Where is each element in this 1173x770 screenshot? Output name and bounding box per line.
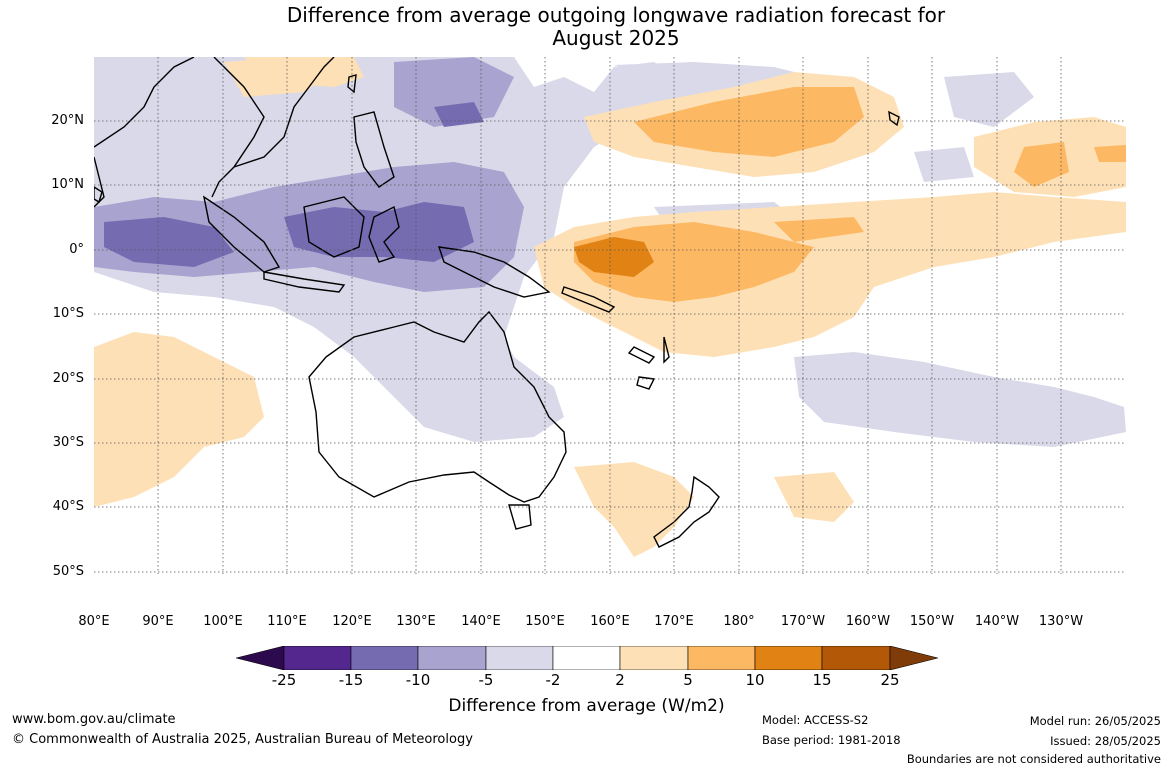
- negative-anomaly-regions: [94, 57, 1126, 447]
- colorbar-cell-15-10: [350, 646, 419, 670]
- colorbar-cell-25-15: [283, 646, 352, 670]
- lon-label-180: 180°: [723, 614, 755, 629]
- anomaly-region-pos-5-10: [774, 217, 864, 242]
- anomaly-region-neg-2-5: [794, 352, 1126, 447]
- solomon-islands-coastline: [561, 286, 616, 313]
- anomaly-region-neg-2-5: [914, 147, 974, 182]
- copyright-notice: © Commonwealth of Australia 2025, Austra…: [12, 732, 473, 747]
- anomaly-region-pos-2-5: [244, 57, 364, 87]
- asia-coastline: [94, 57, 335, 198]
- issued-date: Issued: 28/05/2025: [1050, 734, 1161, 748]
- colorbar-tick-minus-2: -2: [545, 671, 561, 689]
- lon-label-130e: 130°E: [396, 614, 436, 629]
- colorbar-cell-2-5: [619, 646, 689, 670]
- base-period: Base period: 1981-2018: [762, 733, 901, 747]
- colorbar-cell-above-25: [889, 646, 938, 670]
- colorbar-tick-minus-5: -5: [478, 671, 494, 689]
- boundaries-disclaimer: Boundaries are not considered authoritat…: [906, 752, 1161, 766]
- lon-label-80e: 80°E: [78, 614, 110, 629]
- anomaly-region-pos-2-5: [574, 462, 694, 557]
- lat-label-50s: 50°S: [52, 564, 84, 579]
- website-link[interactable]: www.bom.gov.au/climate: [12, 712, 176, 727]
- anomaly-region-pos-2-5: [774, 472, 854, 522]
- hawaii-coastline: [888, 110, 900, 127]
- lon-label-150w: 150°W: [909, 614, 955, 629]
- title-line-2: August 2025: [552, 26, 680, 50]
- anomaly-region-neg-10-15: [284, 202, 474, 262]
- lon-label-160e: 160°E: [590, 614, 630, 629]
- lon-label-150e: 150°E: [525, 614, 565, 629]
- map-canvas: [94, 57, 1126, 574]
- tasmania-coastline: [508, 504, 532, 530]
- colorbar-cell-10-5: [417, 646, 487, 670]
- colorbar-cell-10-15: [754, 646, 823, 670]
- lon-label-130w: 130°W: [1038, 614, 1084, 629]
- lon-label-140w: 140°W: [974, 614, 1020, 629]
- india-coastline: [94, 156, 105, 208]
- lon-label-100e: 100°E: [203, 614, 243, 629]
- lat-label-equator: 0°: [69, 242, 84, 257]
- anomaly-region-pos-5-10: [1094, 145, 1126, 162]
- lon-label-160w: 160°W: [845, 614, 891, 629]
- colorbar-cell-2-2: [552, 646, 621, 670]
- anomaly-region-neg-10-15: [104, 217, 234, 267]
- borneo-coastline: [303, 196, 365, 258]
- lat-label-10n: 10°N: [51, 177, 84, 192]
- sulawesi-coastline: [368, 205, 400, 263]
- anomaly-region-pos-2-5: [94, 332, 264, 507]
- lat-label-20n: 20°N: [51, 113, 84, 128]
- coastlines: [94, 57, 900, 548]
- model-name: Model: ACCESS-S2: [762, 713, 869, 727]
- graticule: [94, 57, 1126, 574]
- anomaly-region-neg-2-5: [944, 72, 1034, 127]
- colorbar-tick-2: 2: [615, 671, 625, 689]
- colorbar-tick-minus-25: -25: [271, 671, 297, 689]
- lon-label-90e: 90°E: [142, 614, 174, 629]
- lat-label-10s: 10°S: [52, 306, 84, 321]
- taiwan-coastline: [347, 74, 357, 94]
- lat-label-30s: 30°S: [52, 435, 84, 450]
- colorbar-cell-5-10: [687, 646, 756, 670]
- colorbar-cell-5-2: [485, 646, 554, 670]
- colorbar-tick-minus-10: -10: [405, 671, 431, 689]
- lon-label-120e: 120°E: [332, 614, 372, 629]
- anomaly-region-pos-5-10: [1014, 142, 1069, 187]
- australia-coastline: [308, 310, 567, 503]
- sumatra-coastline: [202, 195, 281, 273]
- lon-label-170e: 170°E: [654, 614, 694, 629]
- colorbar: [236, 646, 938, 670]
- new-guinea-coastline: [437, 246, 551, 298]
- lon-label-170w: 170°W: [780, 614, 826, 629]
- sri-lanka-coastline: [94, 186, 103, 204]
- colorbar-tick-25: 25: [880, 671, 900, 689]
- lat-label-20s: 20°S: [52, 371, 84, 386]
- lon-label-140e: 140°E: [461, 614, 501, 629]
- anomaly-region-neg-5-10: [394, 57, 514, 127]
- lon-label-110e: 110°E: [267, 614, 307, 629]
- lat-label-40s: 40°S: [52, 499, 84, 514]
- title-line-1: Difference from average outgoing longwav…: [286, 3, 946, 27]
- colorbar-label: Difference from average (W/m2): [448, 696, 725, 716]
- colorbar-cell-15-25: [821, 646, 891, 670]
- olr-anomaly-map: [94, 57, 1126, 574]
- anomaly-region-pos-10-15: [574, 237, 654, 277]
- java-coastline: [263, 271, 346, 293]
- colorbar-tick-15: 15: [812, 671, 832, 689]
- model-run-date: Model run: 26/05/2025: [1029, 714, 1161, 728]
- philippines-coastline: [353, 111, 395, 188]
- colorbar-tick-minus-15: -15: [338, 671, 364, 689]
- positive-anomaly-regions: [94, 57, 1126, 557]
- map-title: Difference from average outgoing longwav…: [0, 4, 1173, 50]
- vanuatu-coastline: [663, 336, 670, 364]
- colorbar-cell-below-25: [236, 646, 285, 670]
- anomaly-region-pos-5-10: [634, 87, 864, 157]
- fiji-coastline: [636, 376, 656, 390]
- new-caledonia-coastline: [627, 346, 656, 364]
- colorbar-tick-10: 10: [745, 671, 765, 689]
- new-zealand-coastline: [653, 475, 720, 548]
- colorbar-tick-5: 5: [683, 671, 693, 689]
